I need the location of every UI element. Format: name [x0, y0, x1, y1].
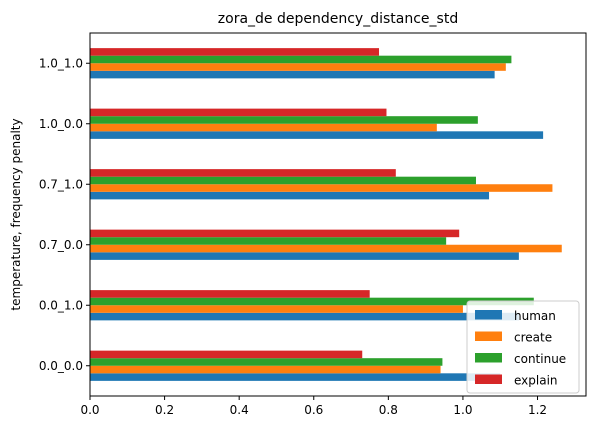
- bar-human-1.0_0.0: [90, 131, 544, 139]
- bar-explain-0.7_0.0: [90, 229, 460, 238]
- x-axis: 0.0 0.2 0.4 0.6 0.8 1.0 1.2: [80, 396, 547, 417]
- y-axis: 0.0_0.0 0.0_1.0 0.7_0.0 0.7_1.0 1.0_0.0 1.0_1…: [39, 56, 90, 373]
- bar-continue-1.0_1.0: [90, 55, 512, 64]
- legend-swatch-human: [475, 310, 502, 320]
- bar-create-0.0_1.0: [90, 305, 463, 313]
- bar-create-1.0_1.0: [90, 63, 506, 71]
- bars-group: [90, 48, 562, 381]
- legend-swatch-explain: [475, 374, 502, 384]
- legend-label-create: create: [514, 331, 552, 345]
- plot-frame: [89, 32, 587, 397]
- bar-human-0.7_0.0: [90, 252, 519, 260]
- x-tick-label: 0.4: [230, 403, 249, 417]
- legend-box: [466, 300, 580, 394]
- x-tick-label: 0.6: [304, 403, 323, 417]
- bar-explain-1.0_1.0: [90, 48, 380, 56]
- bar-create-0.7_0.0: [90, 244, 562, 253]
- bar-explain-0.0_1.0: [90, 290, 370, 298]
- x-tick-label: 0.0: [80, 403, 99, 417]
- bar-continue-1.0_0.0: [90, 116, 478, 124]
- bar-human-1.0_1.0: [90, 70, 495, 79]
- bar-create-1.0_0.0: [90, 123, 437, 132]
- bar-continue-0.0_1.0: [90, 297, 534, 306]
- legend-label-explain: explain: [514, 374, 558, 388]
- x-tick-label: 0.8: [379, 403, 398, 417]
- legend: human create continue explain: [466, 300, 580, 394]
- legend-swatch-continue: [475, 353, 502, 363]
- legend-label-human: human: [514, 309, 556, 323]
- y-tick-label: 1.0_1.0: [39, 56, 83, 70]
- x-tick-label: 1.0: [453, 403, 472, 417]
- x-tick-label: 1.2: [528, 403, 547, 417]
- chart-title: zora_de dependency_distance_std: [218, 11, 458, 27]
- y-tick-label: 0.7_1.0: [39, 177, 83, 191]
- bar-continue-0.0_0.0: [90, 358, 443, 366]
- legend-label-continue: continue: [514, 352, 566, 366]
- bar-explain-0.0_0.0: [90, 350, 363, 359]
- bar-explain-1.0_0.0: [90, 108, 387, 117]
- bar-continue-0.7_0.0: [90, 237, 447, 245]
- bar-explain-0.7_1.0: [90, 169, 396, 177]
- y-axis-label: temperature, frequency penalty: [9, 118, 23, 310]
- y-tick-label: 0.0_1.0: [39, 298, 83, 312]
- y-tick-label: 0.0_0.0: [39, 359, 83, 373]
- bar-human-0.0_1.0: [90, 312, 519, 321]
- bar-create-0.0_0.0: [90, 365, 441, 374]
- bar-human-0.7_1.0: [90, 191, 490, 200]
- y-tick-label: 0.7_0.0: [39, 238, 83, 252]
- bar-create-0.7_1.0: [90, 184, 553, 192]
- x-tick-label: 0.2: [155, 403, 174, 417]
- legend-swatch-create: [475, 331, 502, 341]
- bar-human-0.0_0.0: [90, 373, 501, 381]
- y-tick-label: 1.0_0.0: [39, 117, 83, 131]
- bar-continue-0.7_1.0: [90, 176, 476, 185]
